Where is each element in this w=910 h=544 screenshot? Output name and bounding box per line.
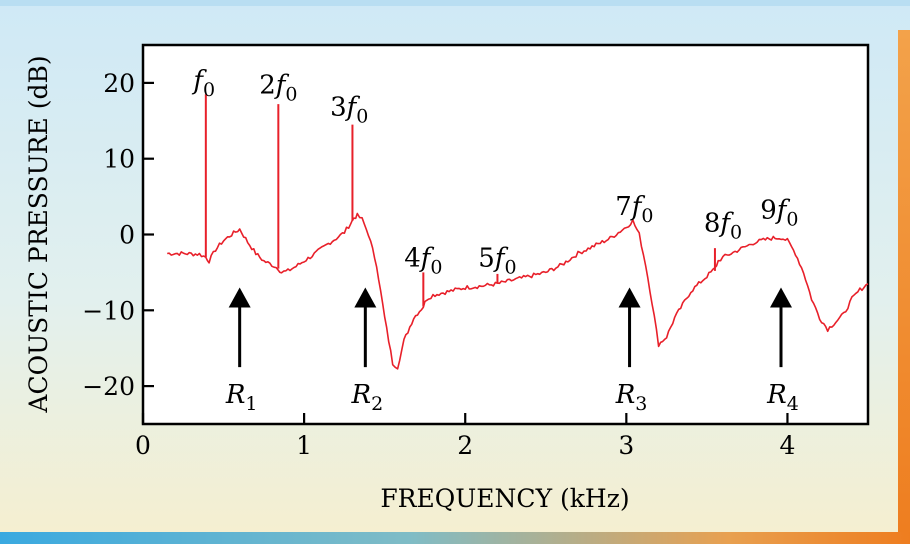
right-accent-bar (898, 30, 910, 544)
harmonic-label: 5f0 (478, 243, 516, 278)
top-strip (0, 0, 910, 6)
x-tick-label: 1 (296, 431, 312, 460)
y-tick-label: −20 (82, 372, 135, 401)
resonance-arrowhead (770, 287, 792, 308)
x-tick-label: 3 (618, 431, 634, 460)
resonance-arrowhead (228, 287, 251, 308)
x-axis-title: FREQUENCY (kHz) (380, 484, 629, 513)
harmonic-label: 4f0 (404, 243, 442, 278)
y-tick-label: 0 (119, 221, 135, 250)
resonance-label: R3 (615, 380, 648, 415)
plot-frame (141, 43, 870, 426)
spectrum-line (167, 212, 869, 370)
x-tick-label: 0 (135, 431, 151, 460)
bottom-accent-bar (0, 532, 910, 544)
resonance-label: R4 (766, 380, 799, 415)
y-tick-label: −10 (82, 296, 135, 325)
x-tick-label: 2 (457, 431, 473, 460)
ticks: 0 1 2 3 4 20 10 0 −10 −20 (82, 69, 795, 460)
resonance-label: R1 (225, 380, 258, 415)
resonance-arrowhead (354, 287, 377, 308)
y-tick-label: 20 (103, 69, 135, 98)
y-tick-label: 10 (103, 145, 135, 174)
harmonic-label: 9f0 (760, 196, 798, 231)
x-tick-label: 4 (779, 431, 795, 460)
y-axis-title: ACOUSTIC PRESSURE (dB) (24, 55, 53, 413)
series (167, 94, 869, 370)
resonance-arrowhead (618, 287, 641, 308)
resonance-label: R2 (350, 380, 383, 415)
